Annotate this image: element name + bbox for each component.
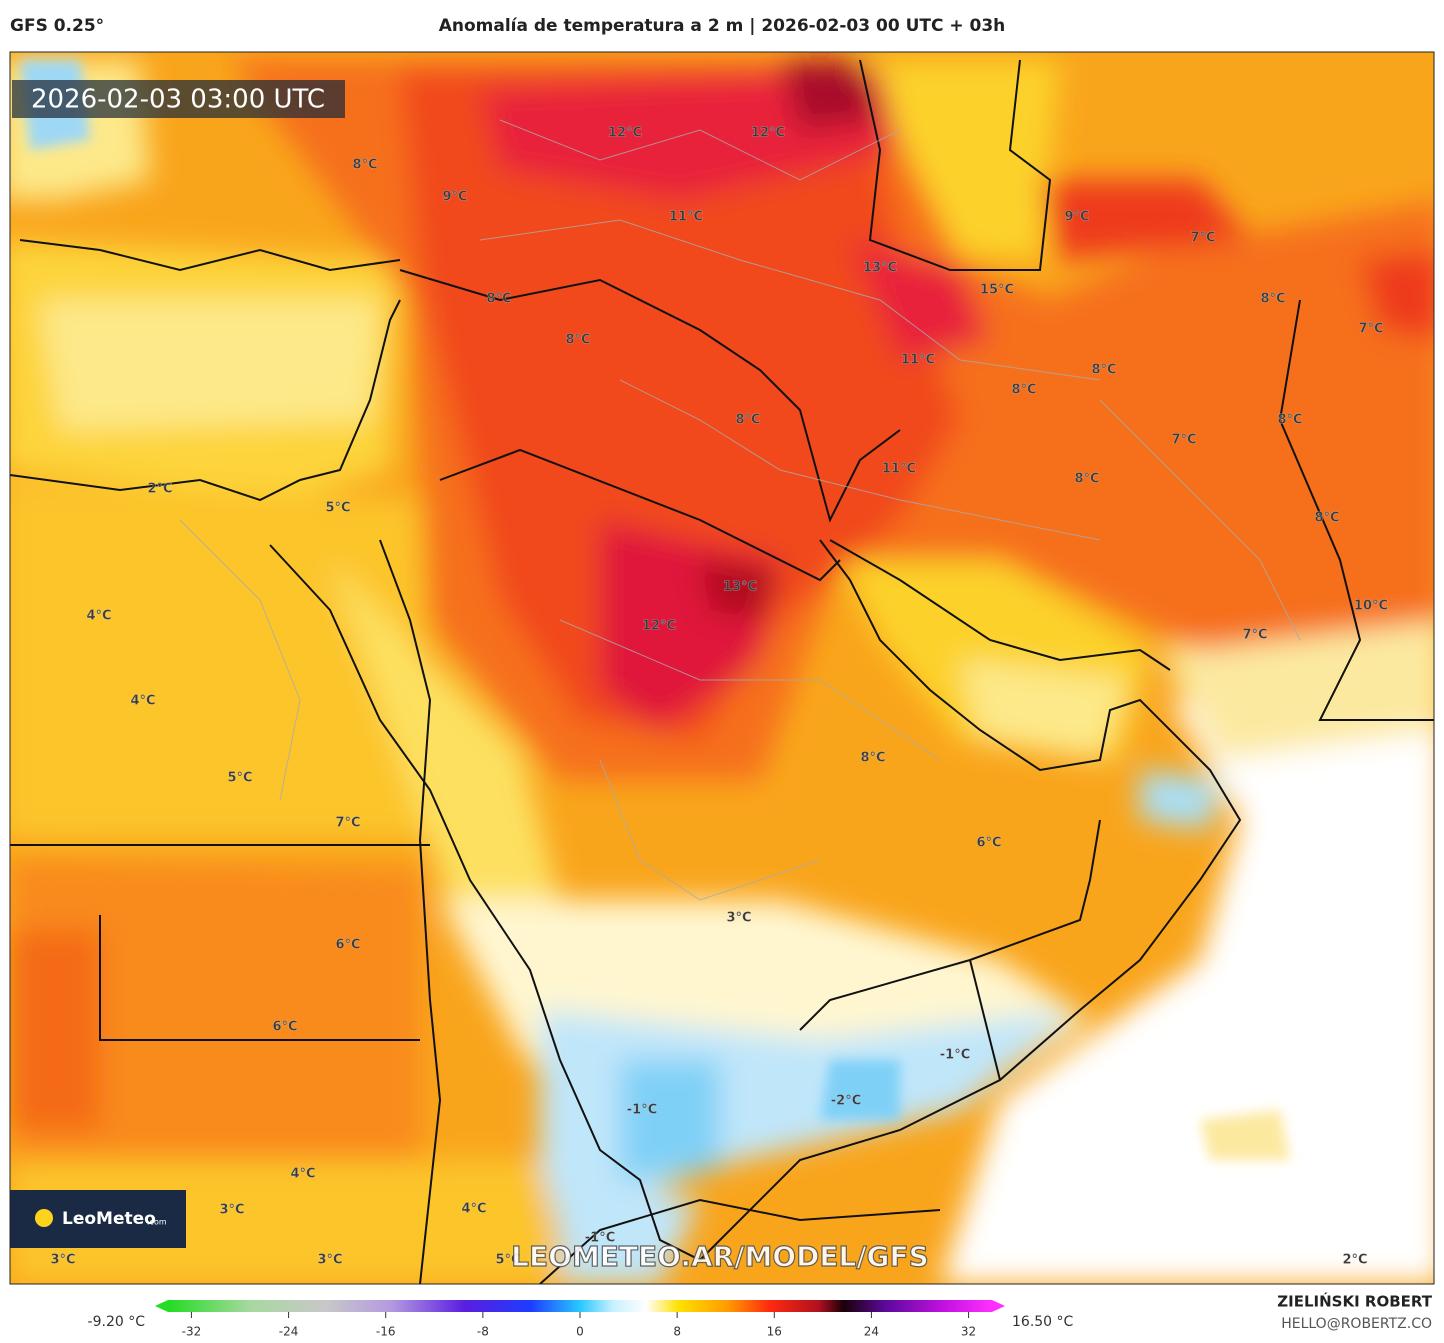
temperature-label: 15°C [980,283,1014,298]
logo-suffix: .com [147,1218,167,1227]
temperature-label: 12°C [608,126,642,141]
temperature-label: 11°C [882,462,916,477]
temperature-label: 8°C [1074,472,1099,487]
colorbar-gradient [168,1300,992,1312]
colorbar-tick-label: -8 [477,1325,489,1339]
temperature-label: 7°C [1190,231,1215,246]
anomaly-field [10,60,1434,1284]
colorbar-tick-label: 16 [767,1325,782,1339]
temperature-label: 8°C [1091,363,1116,378]
colorbar-max-arrow [992,1300,1005,1312]
time-box [12,80,345,118]
temperature-label: 12°C [751,126,785,141]
valid-time: 2026-02-03 03:00 UTC [31,85,325,115]
map: 12°C 12°C 8°C 9°C 11°C 9°C 7°C 13°C 15°C 8°C 8°C 7°… [10,52,1434,1284]
colorbar-min-arrow [155,1300,168,1312]
temperature-label: 13°C [723,580,757,595]
coastlines [10,59,1434,1284]
temperature-label: -1°C [940,1048,970,1063]
temperature-label: 11°C [669,210,703,225]
colorbar: -9.20 °C 16.50 °C -32 -24 -16 -8 0 8 16 24 32 [88,1300,1074,1339]
temperature-label: 13°C [863,261,897,276]
model-name: GFS 0.25° [10,16,104,36]
author: ZIELIŃSKI ROBERT [1277,1292,1432,1311]
colorbar-tick-label: -16 [376,1325,396,1339]
colorbar-tick-label: 8 [673,1325,681,1339]
map-labels: 12°C 12°C 8°C 9°C 11°C 9°C 7°C 13°C 15°C 8°C 8°C 7°… [50,125,1388,1268]
colorbar-max-label: 16.50 °C [1012,1314,1074,1330]
temperature-label: 12°C [642,619,676,634]
colorbar-tick-label: -24 [279,1325,299,1339]
temperature-label: 3°C [726,911,751,926]
temperature-label: 8°C [1277,413,1302,428]
temperature-label: 8°C [486,292,511,307]
temperature-label: 4°C [130,694,155,709]
temperature-label: -1°C [627,1103,657,1118]
temperature-label: 8°C [352,158,377,173]
colorbar-tick-label: 0 [576,1325,584,1339]
temperature-label: 11°C [901,353,935,368]
temperature-label: 5°C [325,501,350,516]
colorbar-min-label: -9.20 °C [88,1314,146,1330]
temperature-label: 8°C [1260,292,1285,307]
colorbar-tick-label: -32 [182,1325,202,1339]
temperature-label: 9°C [1064,210,1089,225]
temperature-label: 8°C [565,333,590,348]
temperature-label: 4°C [461,1202,486,1217]
temperature-label: 2°C [1342,1253,1367,1268]
map-frame [9,51,1435,1285]
temperature-label: 7°C [1358,322,1383,337]
colorbar-tick-label: 24 [864,1325,879,1339]
temperature-label: -2°C [831,1094,861,1109]
borders [179,119,1301,901]
temperature-label: 10°C [1354,599,1388,614]
temperature-label: 9°C [442,190,467,205]
temperature-label: 8°C [860,751,885,766]
temperature-label: 2°C [147,482,172,497]
temperature-label: 6°C [335,938,360,953]
temperature-label: 6°C [272,1020,297,1035]
temperature-label: 7°C [1171,433,1196,448]
temperature-label: 4°C [86,609,111,624]
logo-name: LeoMeteo [62,1209,156,1229]
temperature-label: 4°C [290,1167,315,1182]
temperature-label: 3°C [50,1253,75,1268]
temperature-label: 7°C [1242,628,1267,643]
temperature-label: 3°C [219,1203,244,1218]
colorbar-tick-label: 32 [961,1325,976,1339]
temperature-label: 8°C [735,413,760,428]
watermark: LEOMETEO.AR/MODEL/GFS [511,1240,929,1273]
temperature-label: 3°C [317,1253,342,1268]
temperature-label: 5°C [227,771,252,786]
email: HELLO@ROBERTZ.CO [1281,1316,1432,1332]
temperature-label: 7°C [335,816,360,831]
temperature-label: 8°C [1011,383,1036,398]
title: Anomalía de temperatura a 2 m | 2026-02-… [439,16,1006,36]
temperature-label: 8°C [1314,511,1339,526]
temperature-label: -1°C [585,1231,615,1246]
logo-sun [35,1209,53,1227]
temperature-label: 5°C [495,1253,520,1268]
temperature-label: 6°C [976,836,1001,851]
